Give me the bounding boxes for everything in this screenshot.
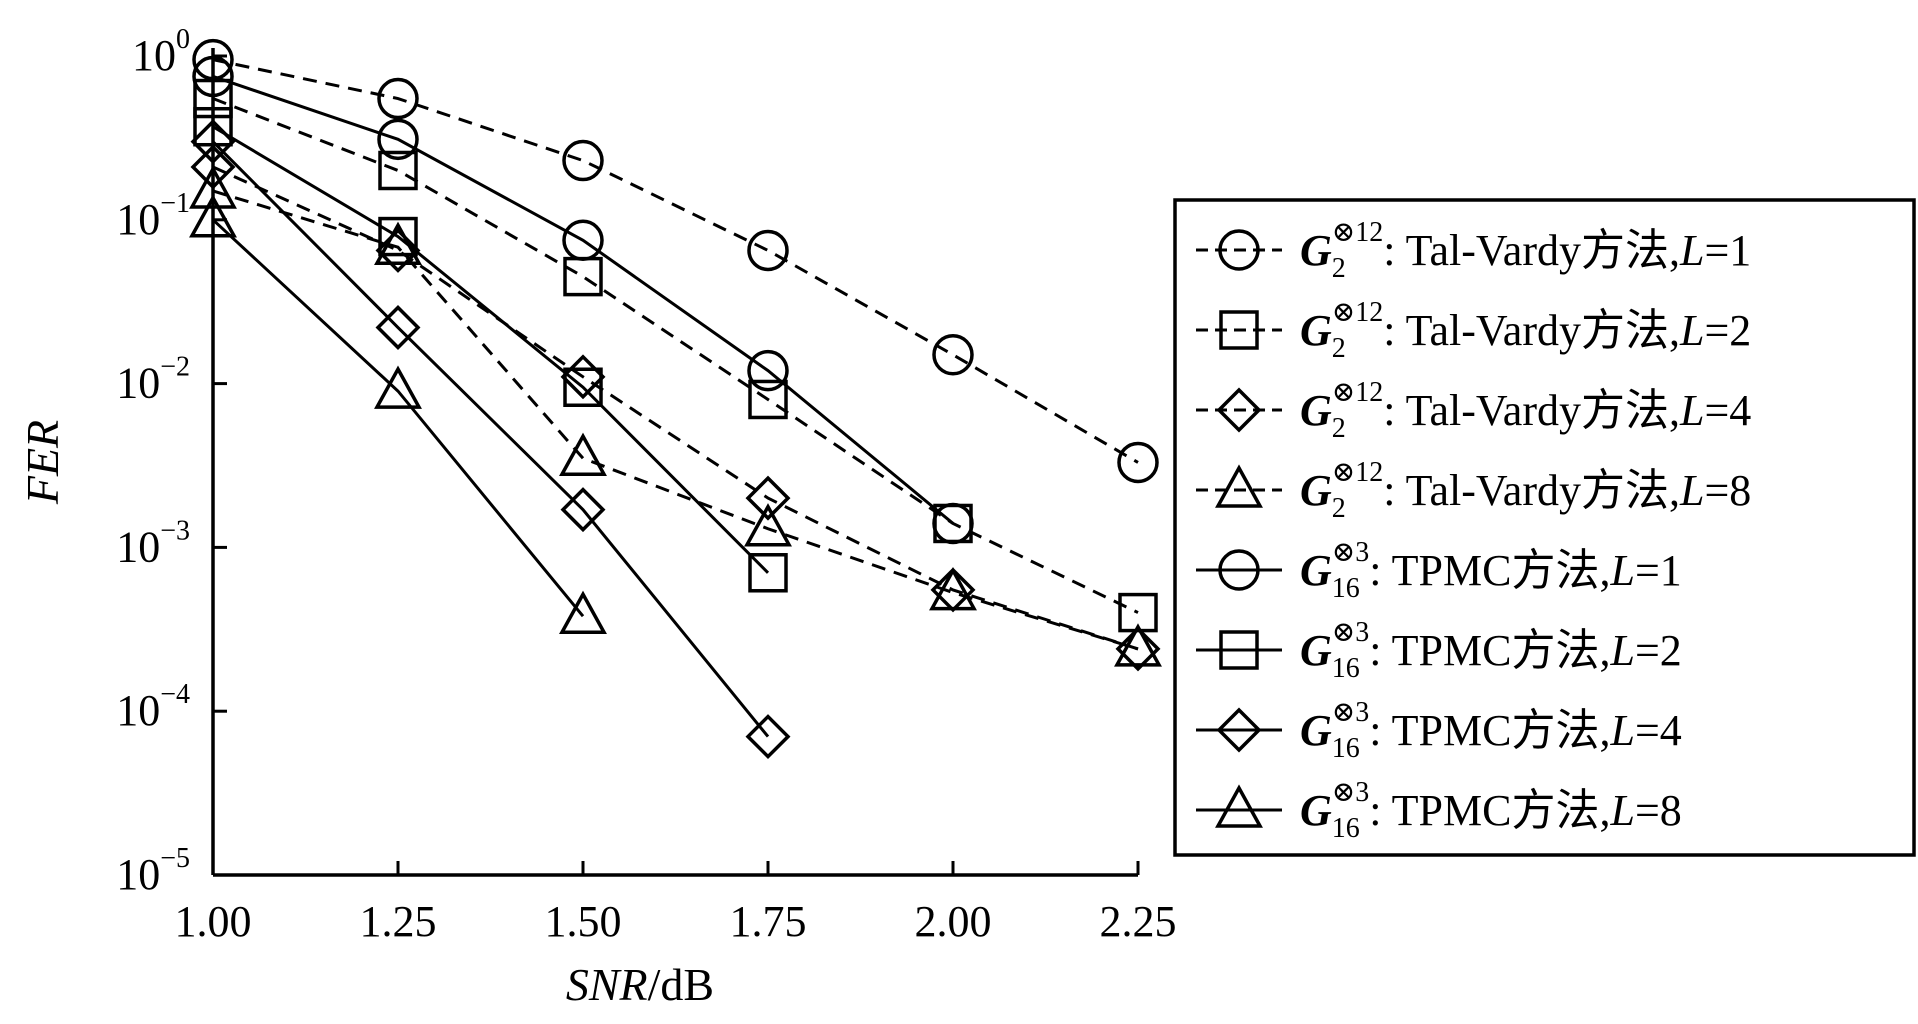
data-point-square [378,150,418,191]
x-tick-label: 1.75 [730,897,807,946]
x-axis-title: SNR/dB [566,959,714,1010]
series-line [212,125,770,574]
data-point-triangle [374,365,422,409]
y-axis-title: FER [17,420,68,505]
legend-entry: G16⊗3: TPMC方法,L=1 [1196,537,1682,604]
legend-label: G2⊗12: Tal-Vardy方法,L=2 [1300,297,1751,364]
data-point-circle [747,349,789,392]
legend-entry: G2⊗12: Tal-Vardy方法,L=1 [1196,217,1751,284]
data-point-diamond [745,714,791,760]
series-4 [189,165,1162,667]
data-point-circle [562,219,604,262]
y-tick-label: 10−2 [116,352,190,408]
x-axis-title-unit: /dB [648,959,714,1010]
series-line [212,97,1139,614]
series-1 [192,38,1159,484]
data-point-square [563,256,603,297]
data-point-square [378,216,418,257]
series-line [212,58,1139,464]
data-point-square [748,379,788,420]
legend-marker-triangle [1215,464,1263,508]
series-6 [193,106,788,593]
legend-marker-diamond [1216,707,1262,753]
data-point-circle [1117,441,1159,484]
data-point-circle [377,77,419,120]
legend-label: G16⊗3: TPMC方法,L=4 [1300,697,1682,764]
series-line [212,75,954,525]
data-point-triangle [1114,623,1162,667]
legend-box [1173,198,1916,857]
series-line [212,165,1139,651]
x-tick-label: 1.00 [175,897,252,946]
series-7 [190,119,791,760]
legend-label: G16⊗3: TPMC方法,L=2 [1300,617,1682,684]
x-axis-ticks: 1.00 1.25 1.50 1.75 2.00 2.25 [175,861,1177,946]
data-point-circle [932,502,974,545]
x-tick-label: 2.00 [915,897,992,946]
y-tick-label: 10−4 [116,679,190,735]
legend-label: G16⊗3: TPMC方法,L=8 [1300,777,1682,844]
y-tick-label: 10−5 [116,843,190,899]
x-tick-label: 1.25 [360,897,437,946]
data-point-triangle [559,590,607,634]
data-point-circle [932,334,974,376]
legend-label: G16⊗3: TPMC方法,L=1 [1300,537,1682,604]
data-point-diamond [375,305,421,350]
data-point-triangle [744,503,792,547]
series-2 [193,78,1158,633]
legend-entry: G2⊗12: Tal-Vardy方法,L=4 [1196,377,1751,444]
plot-series [189,38,1162,760]
data-point-diamond [375,227,421,273]
series-line [211,140,770,738]
y-tick-label: 10−1 [116,188,190,244]
x-axis-title-italic: SNR [566,959,648,1010]
data-point-diamond [745,475,791,521]
x-tick-label: 1.50 [545,897,622,946]
data-point-circle [747,229,789,272]
legend-marker-circle [1218,229,1260,271]
legend-entry: G16⊗3: TPMC方法,L=4 [1196,697,1682,764]
data-point-circle [562,139,604,182]
legend-label: G2⊗12: Tal-Vardy方法,L=8 [1300,457,1751,524]
data-point-triangle [559,432,607,477]
data-point-diamond [1115,626,1161,672]
legend-entry: G16⊗3: TPMC方法,L=8 [1196,777,1682,844]
data-point-square [748,553,788,593]
legend-marker-square [1219,310,1259,350]
legend-label: G2⊗12: Tal-Vardy方法,L=4 [1300,377,1751,444]
legend-label: G2⊗12: Tal-Vardy方法,L=1 [1300,217,1751,284]
x-tick-label: 2.25 [1100,897,1177,946]
series-3 [190,144,1161,672]
legend-entry: G2⊗12: Tal-Vardy方法,L=2 [1196,297,1751,364]
y-tick-label: 100 [132,24,190,80]
data-point-circle [377,118,419,161]
legend-entry: G2⊗12: Tal-Vardy方法,L=8 [1196,457,1751,524]
y-axis-ticks: 100 10−1 10−2 10−3 10−4 10−5 [116,24,227,899]
axes [211,48,1138,877]
legend-marker-circle [1218,549,1260,591]
data-point-diamond [560,487,606,533]
legend: G2⊗12: Tal-Vardy方法,L=1 G2⊗12: Tal-Vardy方法… [1173,198,1916,857]
y-tick-label: 10−3 [116,515,190,571]
data-point-triangle [929,566,977,611]
legend-marker-triangle [1215,784,1263,828]
legend-entry: G16⊗3: TPMC方法,L=2 [1196,617,1682,684]
series-line [211,218,585,618]
legend-marker-diamond [1216,387,1262,433]
legend-marker-square [1219,630,1259,670]
data-point-square [563,367,603,407]
series-line [212,189,1139,651]
